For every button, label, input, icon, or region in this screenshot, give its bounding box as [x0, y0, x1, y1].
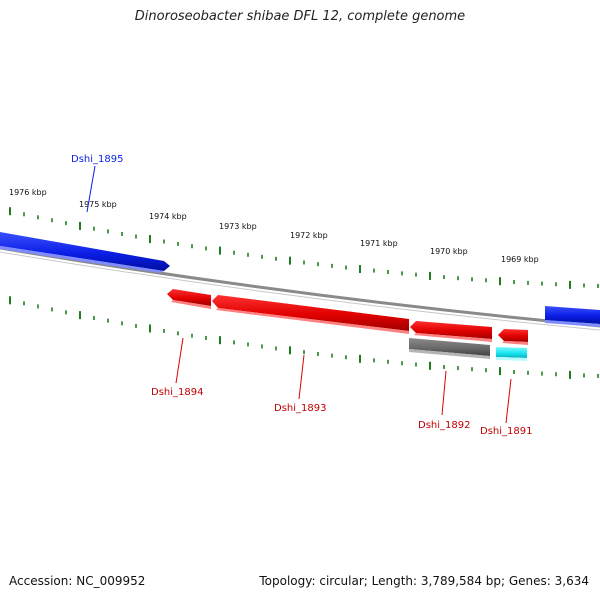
leader-line: [505, 378, 512, 424]
gene-label-dshi-1892[interactable]: Dshi_1892: [418, 420, 470, 431]
gene-label-leaders: [86, 165, 512, 424]
gene-label-dshi-1891[interactable]: Dshi_1891: [480, 426, 532, 437]
genome-summary-text: Topology: circular; Length: 3,789,584 bp…: [259, 574, 589, 588]
gene-dshi-1895[interactable]: [0, 232, 170, 273]
ruler-label: 1975 kbp: [79, 200, 117, 209]
ruler-label: 1976 kbp: [9, 188, 47, 197]
ruler-lower-ticks: [9, 296, 599, 379]
ruler-label: 1970 kbp: [430, 247, 468, 256]
accession-text: Accession: NC_009952: [9, 574, 146, 588]
ruler-label: 1974 kbp: [149, 212, 187, 221]
gene-label-dshi-1895[interactable]: Dshi_1895: [71, 154, 123, 165]
leader-line: [298, 354, 305, 400]
ruler-label: 1973 kbp: [219, 222, 257, 231]
ruler-label: 1972 kbp: [290, 231, 328, 240]
gene-dshi-1892[interactable]: [410, 321, 492, 342]
feature-cyan[interactable]: [496, 347, 527, 361]
map-title: Dinoroseobacter shibae DFL 12, complete …: [134, 9, 466, 24]
gene-offscreen-forward[interactable]: [545, 306, 600, 327]
gene-label-dshi-1893[interactable]: Dshi_1893: [274, 403, 326, 414]
gene-label-dshi-1894[interactable]: Dshi_1894: [151, 387, 203, 398]
leader-line: [175, 337, 184, 384]
ruler-upper-ticks: [9, 207, 599, 289]
leader-line: [86, 165, 96, 213]
ruler-labels: 1976 kbp 1975 kbp 1974 kbp 1973 kbp 1972…: [9, 188, 539, 264]
gene-dshi-1894[interactable]: [167, 289, 211, 309]
gene-dshi-1891[interactable]: [498, 329, 528, 345]
ruler-label: 1969 kbp: [501, 255, 539, 264]
ruler-label: 1971 kbp: [360, 239, 398, 248]
feature-gray[interactable]: [409, 338, 490, 359]
leader-line: [441, 370, 447, 416]
gene-dshi-1893[interactable]: [212, 295, 409, 334]
